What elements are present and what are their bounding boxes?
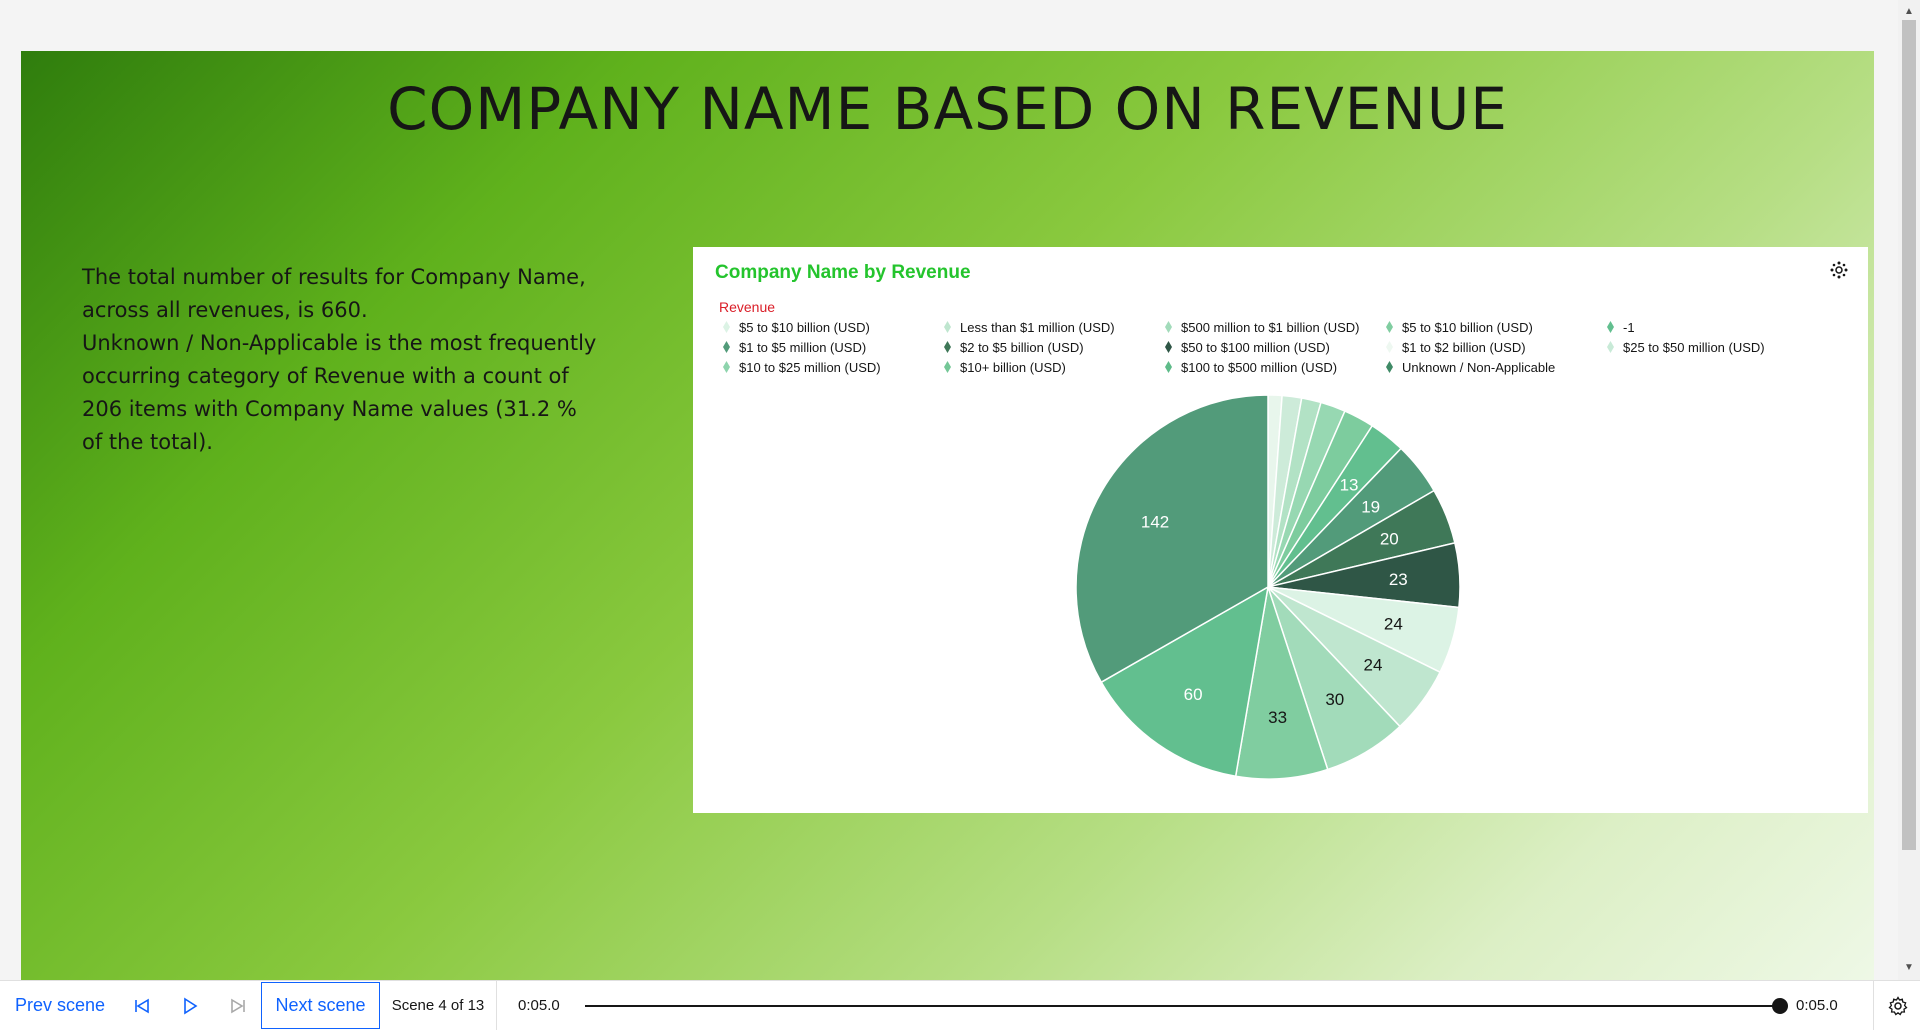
- legend-swatch: [1386, 341, 1393, 353]
- pie-slice-label: 142: [1141, 512, 1169, 531]
- legend-swatch: [1165, 321, 1172, 333]
- pie-slice-label: 13: [1340, 476, 1359, 495]
- legend-label: $500 million to $1 billion (USD): [1181, 319, 1360, 335]
- legend-item[interactable]: Less than $1 million (USD): [944, 317, 1165, 337]
- play-icon: [184, 997, 198, 1014]
- legend-item[interactable]: $1 to $2 billion (USD): [1386, 337, 1607, 357]
- pie-slice-label: 19: [1361, 497, 1380, 516]
- legend-swatch: [1607, 321, 1614, 333]
- legend-swatch: [1165, 361, 1172, 373]
- prev-scene-button[interactable]: Prev scene: [14, 995, 106, 1015]
- skip-back-icon: [135, 998, 149, 1013]
- slide-canvas: COMPANY NAME BASED ON REVENUE The total …: [21, 51, 1874, 980]
- legend-swatch: [944, 341, 951, 353]
- chart-legend: $5 to $10 billion (USD) Less than $1 mill…: [723, 317, 1843, 377]
- scroll-down-icon[interactable]: ▼: [1904, 962, 1914, 973]
- pie-slice[interactable]: [1234, 586, 1329, 780]
- legend-label: $10+ billion (USD): [960, 359, 1066, 375]
- pie-slice-label: 33: [1268, 708, 1287, 727]
- legend-label: Unknown / Non-Applicable: [1402, 359, 1556, 375]
- scene-counter: Scene 4 of 13: [380, 981, 497, 1030]
- settings-icon[interactable]: [1828, 261, 1850, 283]
- scroll-up-icon[interactable]: ▲: [1904, 6, 1914, 17]
- legend-item[interactable]: $5 to $10 billion (USD): [723, 317, 944, 337]
- pie-slice-label: 24: [1384, 614, 1403, 633]
- vertical-scrollbar[interactable]: ▲ ▼: [1898, 0, 1920, 980]
- insight-line-1: The total number of results for Company …: [82, 265, 586, 322]
- legend-label: $1 to $5 million (USD): [739, 339, 867, 355]
- legend-label: $5 to $10 billion (USD): [1402, 319, 1533, 335]
- legend-item[interactable]: $10 to $25 million (USD): [723, 357, 944, 377]
- legend-label: $5 to $10 billion (USD): [739, 319, 870, 335]
- scroll-thumb[interactable]: [1902, 20, 1916, 850]
- legend-swatch: [1386, 361, 1393, 373]
- pie-slice-label: 24: [1364, 656, 1383, 675]
- legend-swatch: [1607, 341, 1614, 353]
- legend-item[interactable]: $50 to $100 million (USD): [1165, 337, 1386, 357]
- legend-label: $1 to $2 billion (USD): [1402, 339, 1526, 355]
- playback-bar: Prev scene Next scene Scene 4 of 13 0:05…: [0, 980, 1920, 1031]
- legend-item[interactable]: $500 million to $1 billion (USD): [1165, 317, 1386, 337]
- legend-item[interactable]: $2 to $5 billion (USD): [944, 337, 1165, 357]
- pie-slice-label: 30: [1325, 690, 1344, 709]
- legend-item[interactable]: $100 to $500 million (USD): [1165, 357, 1386, 377]
- settings-button[interactable]: [1873, 981, 1920, 1030]
- legend-label: -1: [1623, 319, 1635, 335]
- legend-swatch: [723, 321, 730, 333]
- pie-slice-label: 20: [1380, 530, 1399, 549]
- legend-swatch: [1386, 321, 1393, 333]
- legend-label: $25 to $50 million (USD): [1623, 339, 1765, 355]
- legend-item[interactable]: $1 to $5 million (USD): [723, 337, 944, 357]
- pie-slice-label: 23: [1389, 570, 1408, 589]
- network-settings-icon: [1830, 261, 1848, 279]
- progress-track[interactable]: [585, 1005, 1781, 1007]
- slide-title: COMPANY NAME BASED ON REVENUE: [387, 75, 1508, 143]
- legend-label: Less than $1 million (USD): [960, 319, 1115, 335]
- chart-card[interactable]: Company Name by Revenue Revenue $5 to $1…: [693, 247, 1868, 813]
- chart-title: Company Name by Revenue: [715, 262, 971, 283]
- legend-swatch: [944, 361, 951, 373]
- skip-forward-icon: [231, 998, 245, 1013]
- gear-icon: [1888, 995, 1907, 1015]
- legend-swatch: [723, 341, 730, 353]
- play-button[interactable]: [170, 981, 210, 1030]
- insight-text: The total number of results for Company …: [82, 261, 602, 459]
- progress-thumb[interactable]: [1772, 998, 1788, 1014]
- legend-item[interactable]: $5 to $10 billion (USD): [1386, 317, 1607, 337]
- legend-label: $100 to $500 million (USD): [1181, 359, 1338, 375]
- insight-line-2: Unknown / Non-Applicable is the most fre…: [82, 331, 597, 454]
- legend-label: $10 to $25 million (USD): [739, 359, 881, 375]
- legend-item[interactable]: $10+ billion (USD): [944, 357, 1165, 377]
- skip-back-button[interactable]: [122, 981, 162, 1030]
- time-total: 0:05.0: [1796, 997, 1838, 1014]
- legend-item[interactable]: -1: [1607, 317, 1828, 337]
- pie-slice[interactable]: [1075, 394, 1269, 684]
- legend-label: $50 to $100 million (USD): [1181, 339, 1330, 355]
- pie-slice[interactable]: [1100, 585, 1270, 778]
- legend-item[interactable]: Unknown / Non-Applicable: [1386, 357, 1607, 377]
- next-scene-button[interactable]: Next scene: [261, 982, 380, 1029]
- legend-swatch: [1165, 341, 1172, 353]
- skip-forward-button[interactable]: [218, 981, 258, 1030]
- legend-swatch: [944, 321, 951, 333]
- legend-title: Revenue: [719, 299, 776, 315]
- legend-swatch: [723, 361, 730, 373]
- time-current: 0:05.0: [518, 997, 560, 1014]
- pie-slice-label: 60: [1184, 685, 1203, 704]
- legend-item[interactable]: $25 to $50 million (USD): [1607, 337, 1828, 357]
- legend-label: $2 to $5 billion (USD): [960, 339, 1084, 355]
